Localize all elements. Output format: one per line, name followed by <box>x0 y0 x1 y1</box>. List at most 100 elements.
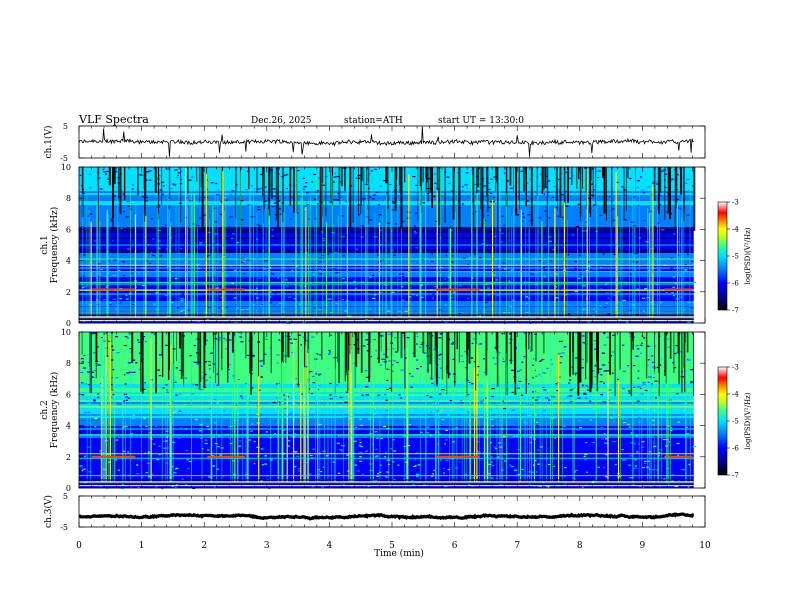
psd-speckle <box>285 279 288 281</box>
psd-speckle <box>558 376 562 378</box>
psd-speckle <box>446 176 450 178</box>
psd-speckle <box>384 475 387 477</box>
psd-speckle <box>448 415 452 417</box>
psd-speckle <box>546 485 550 487</box>
psd-speckle <box>379 364 382 366</box>
psd-speckle <box>173 472 177 474</box>
psd-speckle <box>112 293 115 295</box>
psd-speckle <box>129 347 133 350</box>
dark-streak <box>105 332 108 357</box>
psd-speckle <box>208 368 211 370</box>
dark-streak <box>187 167 189 194</box>
psd-speckle <box>260 365 263 367</box>
psd-speckle <box>490 418 494 420</box>
psd-speckle <box>251 355 255 357</box>
y-axis-label: Frequency (kHz) <box>49 207 60 284</box>
psd-speckle <box>545 397 549 399</box>
dark-streak <box>358 167 359 216</box>
psd-speckle <box>202 282 205 284</box>
psd-speckle <box>439 353 442 355</box>
psd-speckle <box>623 239 627 241</box>
psd-speckle <box>336 175 340 178</box>
psd-speckle <box>430 260 435 263</box>
psd-speckle <box>187 467 190 470</box>
psd-speckle <box>511 369 515 371</box>
psd-band <box>79 396 694 399</box>
dark-streak <box>487 167 489 212</box>
psd-speckle <box>364 450 368 453</box>
psd-speckle <box>142 417 146 419</box>
y-tick-label: -5 <box>60 154 68 163</box>
dark-streak <box>363 167 365 206</box>
psd-speckle <box>83 320 86 322</box>
psd-speckle <box>474 183 478 186</box>
psd-speckle <box>336 209 340 211</box>
psd-speckle <box>91 333 94 335</box>
psd-speckle <box>206 421 209 424</box>
psd-speckle <box>179 427 183 429</box>
psd-speckle <box>360 445 363 448</box>
psd-speckle <box>157 240 161 242</box>
psd-band <box>79 464 694 467</box>
psd-speckle <box>181 293 184 295</box>
psd-speckle <box>397 279 400 281</box>
psd-speckle <box>554 286 558 288</box>
dark-streak <box>334 332 336 394</box>
psd-speckle <box>605 302 608 304</box>
psd-band <box>79 378 694 381</box>
psd-speckle <box>552 196 555 199</box>
psd-speckle <box>521 213 525 215</box>
psd-speckle <box>438 376 441 379</box>
psd-speckle <box>105 173 107 175</box>
psd-speckle <box>361 394 364 396</box>
dark-streak <box>275 167 277 221</box>
psd-speckle <box>531 391 534 393</box>
psd-speckle <box>140 242 143 244</box>
psd-speckle <box>90 420 93 422</box>
dark-streak <box>304 332 306 389</box>
psd-speckle <box>337 435 340 437</box>
psd-speckle <box>263 287 266 290</box>
psd-speckle <box>431 475 434 477</box>
psd-speckle <box>508 342 512 344</box>
psd-speckle <box>683 240 686 243</box>
psd-speckle <box>393 254 396 256</box>
psd-speckle <box>635 263 639 265</box>
psd-speckle <box>492 246 496 248</box>
dark-streak <box>456 332 458 350</box>
dark-streak <box>683 332 686 393</box>
y-tick-label: 0 <box>66 319 71 328</box>
psd-speckle <box>317 364 321 366</box>
psd-speckle <box>103 171 107 173</box>
psd-speckle <box>401 273 405 275</box>
psd-speckle <box>312 382 316 384</box>
dark-streak <box>567 167 569 203</box>
psd-speckle <box>692 445 697 448</box>
psd-speckle <box>165 224 167 226</box>
y-tick-label: 5 <box>63 122 68 131</box>
psd-speckle <box>492 357 495 359</box>
psd-speckle <box>380 437 383 440</box>
psd-speckle <box>267 425 269 427</box>
psd-speckle <box>152 274 156 276</box>
psd-speckle <box>114 459 118 461</box>
psd-speckle <box>536 396 540 398</box>
psd-speckle <box>606 336 609 338</box>
dark-streak <box>518 167 520 200</box>
psd-speckle <box>415 247 418 249</box>
psd-speckle <box>245 308 249 310</box>
psd-speckle <box>264 463 268 465</box>
psd-speckle <box>263 403 266 405</box>
psd-speckle <box>632 196 636 198</box>
psd-speckle <box>487 473 491 475</box>
psd-speckle <box>548 275 553 277</box>
psd-speckle <box>577 203 580 205</box>
psd-speckle <box>417 464 421 466</box>
psd-speckle <box>349 431 352 433</box>
psd-speckle <box>110 396 113 398</box>
psd-speckle <box>165 440 168 442</box>
dark-streak <box>472 167 475 232</box>
psd-speckle <box>341 445 345 447</box>
psd-speckle <box>323 306 326 308</box>
dark-streak <box>505 167 508 207</box>
